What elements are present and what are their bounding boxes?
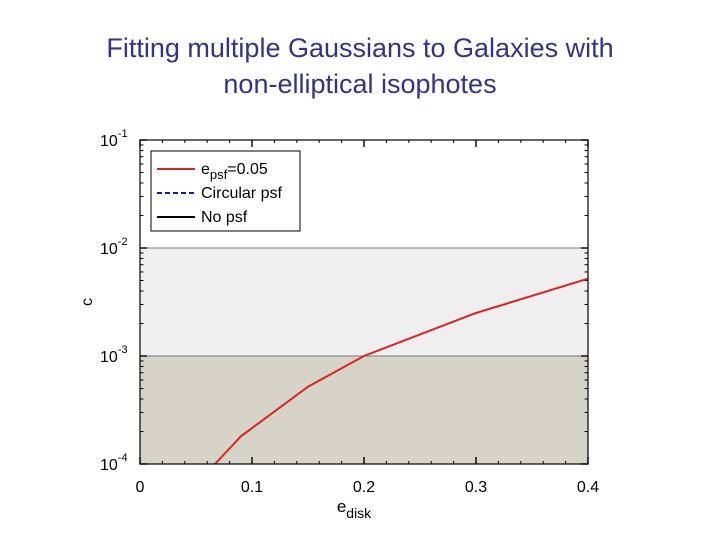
shaded-band-1 <box>140 248 588 356</box>
y-axis-label: c <box>79 298 96 306</box>
chart-lines <box>214 277 589 465</box>
plot-frame <box>139 139 589 465</box>
shaded-band-2 <box>140 356 588 464</box>
y-tick-label: 10-2 <box>100 236 128 258</box>
x-tick-label: 0.2 <box>353 479 375 496</box>
legend-label-2: Circular psf <box>201 185 282 202</box>
slide-title: Fitting multiple Gaussians to Galaxies w… <box>0 30 720 102</box>
axis-labels: 0 0.1 0.2 0.3 0.4 10-1 10-2 10-3 10-4 edisk c <box>79 128 599 521</box>
legend: epsf=0.05 Circular psf No psf <box>150 150 301 232</box>
x-tick-label: 0.1 <box>241 479 263 496</box>
x-tick-label: 0.4 <box>577 479 599 496</box>
y-tick-label: 10-1 <box>100 128 128 150</box>
x-tick-label: 0 <box>136 479 145 496</box>
slide-title-line-1: Fitting multiple Gaussians to Galaxies w… <box>106 33 614 63</box>
legend-label-1: epsf=0.05 <box>201 161 268 182</box>
legend-label-3: No psf <box>201 209 248 226</box>
series-line-1 <box>214 277 589 465</box>
slide-title-line-2: non-elliptical isophotes <box>223 69 497 99</box>
x-axis-label: edisk <box>337 497 372 521</box>
y-tick-label: 10-4 <box>100 452 128 474</box>
x-tick-label: 0.3 <box>465 479 487 496</box>
y-tick-label: 10-3 <box>100 344 128 366</box>
